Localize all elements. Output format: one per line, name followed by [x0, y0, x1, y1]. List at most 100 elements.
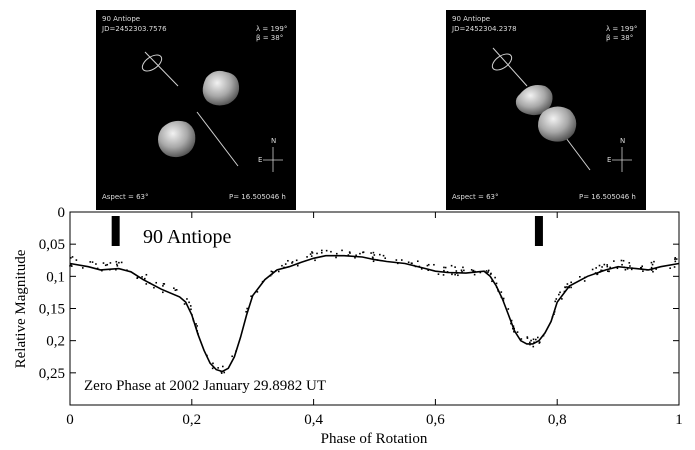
inset-2-aspect: Aspect = 63°	[452, 193, 499, 201]
observation-point	[396, 262, 399, 265]
observation-point	[500, 296, 503, 299]
observation-point	[335, 256, 337, 259]
inset-1-name: 90 Antiope	[102, 15, 140, 23]
y-tick-label: 0,15	[39, 302, 65, 318]
observation-point	[650, 269, 653, 271]
observation-point	[486, 272, 488, 274]
observation-point	[370, 252, 372, 254]
observation-point	[115, 268, 117, 271]
observation-points	[69, 249, 678, 374]
observation-point	[211, 367, 214, 370]
observation-point	[456, 272, 458, 274]
x-tick-label: 0,6	[426, 412, 445, 428]
observation-point	[675, 258, 678, 260]
observation-point	[217, 367, 219, 369]
observation-point	[652, 270, 654, 273]
observation-point	[341, 249, 343, 252]
observation-point	[433, 263, 435, 266]
observation-point	[502, 297, 505, 300]
observation-point	[126, 269, 128, 271]
observation-point	[494, 276, 496, 279]
observation-point	[674, 258, 676, 261]
observation-point	[530, 339, 532, 342]
observation-point	[529, 343, 531, 346]
observation-point	[395, 259, 398, 261]
observation-point	[335, 252, 338, 255]
observation-point	[451, 273, 453, 276]
observation-point	[418, 265, 421, 268]
observation-point	[570, 281, 572, 284]
observation-point	[553, 313, 555, 316]
observation-point	[188, 301, 190, 304]
observation-point	[325, 249, 328, 252]
observation-point	[272, 271, 274, 274]
observation-point	[89, 261, 92, 263]
observation-point	[372, 260, 375, 263]
observation-point	[653, 260, 655, 263]
inset-panel-2: 90 Antiope JD=2452304.2378 λ = 199° β = …	[446, 10, 646, 210]
observation-point	[626, 268, 629, 270]
inset-2-beta: β = 38°	[606, 34, 633, 42]
observation-point	[444, 266, 447, 269]
observation-point	[349, 252, 351, 254]
x-tick-label: 0	[66, 412, 74, 428]
observation-point	[162, 285, 164, 287]
observation-point	[512, 327, 514, 330]
observation-point	[520, 338, 523, 340]
observation-point	[287, 259, 289, 262]
observation-point	[538, 342, 541, 344]
observation-point	[646, 269, 648, 271]
observation-point	[246, 307, 248, 310]
observation-point	[75, 259, 78, 261]
observation-point	[566, 283, 569, 285]
observation-point	[220, 370, 222, 373]
observation-point	[70, 264, 72, 266]
observation-point	[284, 263, 287, 265]
observation-point	[400, 259, 403, 261]
epoch-marker-2	[534, 216, 543, 246]
observation-point	[69, 265, 71, 267]
observation-point	[555, 298, 558, 300]
observation-point	[109, 268, 111, 271]
y-tick-label: 0,05	[39, 237, 65, 253]
observation-point	[71, 256, 74, 258]
observation-point	[155, 281, 158, 284]
observation-point	[192, 318, 194, 320]
observation-point	[70, 257, 72, 259]
observation-point	[235, 350, 237, 352]
observation-point	[462, 266, 464, 269]
observation-point	[270, 273, 273, 276]
observation-point	[231, 355, 233, 358]
inset-1-north: N	[271, 137, 276, 145]
observation-point	[141, 276, 143, 278]
observation-point	[277, 270, 280, 273]
observation-point	[606, 265, 609, 268]
inset-1-east: E	[258, 156, 262, 164]
observation-point	[250, 295, 252, 298]
observation-point	[553, 310, 556, 313]
observation-point	[487, 269, 490, 272]
observation-point	[532, 338, 535, 341]
observation-point	[454, 266, 456, 268]
observation-point	[116, 265, 119, 267]
compass-rose	[263, 147, 283, 172]
observation-point	[579, 276, 581, 278]
observation-point	[173, 287, 175, 290]
observation-point	[183, 303, 186, 305]
observation-point	[118, 261, 120, 264]
observation-point	[596, 273, 598, 276]
observation-point	[470, 269, 473, 271]
observation-point	[513, 327, 515, 330]
observation-point	[485, 270, 488, 272]
plot-area	[69, 216, 680, 374]
observation-point	[474, 270, 476, 273]
compass-rose	[612, 147, 632, 172]
spin-axis-indicator	[141, 51, 239, 167]
observation-point	[291, 261, 294, 263]
y-tick-label: 0,1	[46, 269, 65, 285]
observation-point	[497, 288, 499, 291]
observation-point	[145, 283, 148, 285]
observation-point	[537, 336, 539, 339]
observation-point	[420, 268, 423, 270]
observation-point	[314, 259, 316, 262]
